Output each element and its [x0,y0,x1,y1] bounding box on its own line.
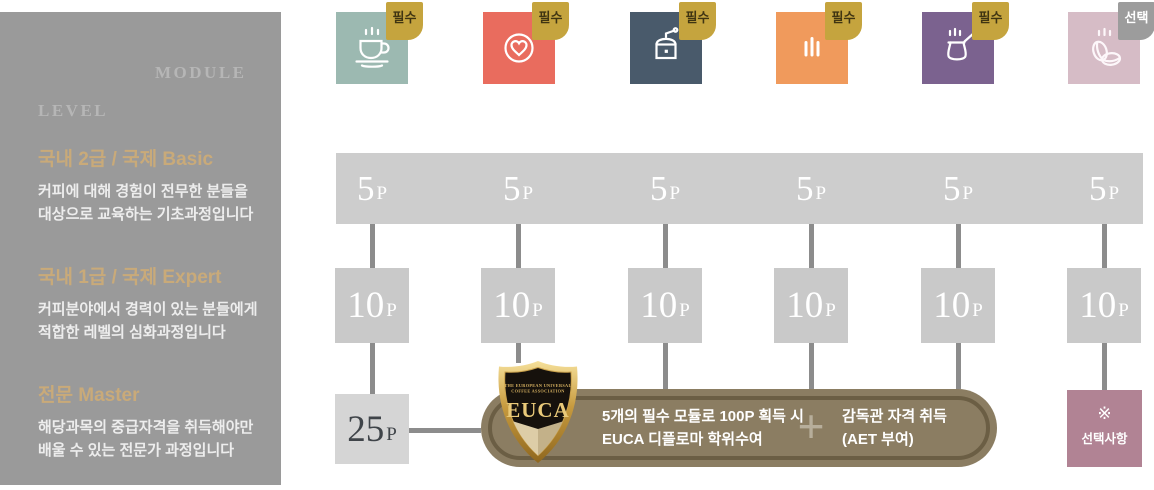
plus-icon: + [797,400,825,452]
level-description-line: 커피분야에서 경력이 있는 분들에게 [38,301,258,318]
points-box-expert: 10 P [1067,268,1141,343]
connector-line [809,343,814,389]
connector-line [663,224,668,268]
required-badge: 필수 [972,2,1009,40]
level-title: 국내 2급 / 국제 Basic [38,149,214,170]
level-description-line: 배울 수 있는 전문가 과정입니다 [38,442,235,459]
connector-line [956,224,961,268]
points-box-expert: 10 P [921,268,995,343]
coffee-beans-icon [1092,27,1122,66]
sidebar: MODULE LEVEL 국내 2급 / 국제 Basic 커피에 대해 경험이… [0,12,281,485]
optional-note-box: ※ 선택사항 [1067,390,1142,467]
heart-icon [504,33,534,63]
points-box-expert: 10 P [335,268,409,343]
optional-note-label: 선택사항 [1081,432,1128,446]
level-description-line: 커피에 대해 경험이 전무한 분들을 [38,183,248,200]
level-block-master: 전문 Master 해당과목의 중급자격을 취득해야만 배울 수 있는 전문가 … [38,380,268,462]
level-block-basic: 국내 2급 / 국제 Basic 커피에 대해 경험이 전무한 분들을 대상으로… [38,144,268,226]
module-tile-beans [1068,12,1140,84]
connector-line [1102,224,1107,268]
level-header-label: LEVEL [38,101,109,120]
points-box-expert: 10 P [774,268,848,343]
module-header-label: MODULE [155,63,247,82]
connector-line [516,224,521,268]
connector-line [663,343,668,389]
connector-line [370,343,375,394]
level-description-line: 해당과목의 중급자격을 취득해야만 [38,419,254,436]
aroma-icon [804,37,820,57]
level-description-line: 적합한 레벨의 심화과정입니다 [38,324,226,341]
connector-line [516,343,521,363]
connector-line [809,224,814,268]
level-title: 국내 1급 / 국제 Expert [38,267,222,288]
shield-org-line2: COFFEE ASSOCIATION [511,389,565,394]
level-block-expert: 국내 1급 / 국제 Expert 커피분야에서 경력이 있는 분들에게 적합한… [38,262,268,344]
connector-line [409,428,481,433]
points-box-master: 25 P [335,394,409,464]
points-box-expert: 10 P [628,268,702,343]
level-description-line: 대상으로 교육하는 기초과정입니다 [38,206,254,223]
required-badge: 필수 [386,2,423,40]
connector-line [370,224,375,268]
diploma-text: 5개의 필수 모듈로 100P 획득 시 EUCA 디플로마 학위수여 [602,408,804,448]
optional-badge: 선택 [1118,2,1154,40]
reference-mark-icon: ※ [1097,404,1112,423]
points-box-expert: 10 P [481,268,555,343]
required-badge: 필수 [825,2,862,40]
euca-shield-icon: THE EUROPEAN UNIVERSAL COFFEE ASSOCIATIO… [498,361,578,463]
supervisor-text: 감독관 자격 취득 (AET 부여) [842,408,947,448]
coffee-grinder-icon [655,27,679,60]
shield-acronym: EUCA [506,398,570,422]
required-badge: 필수 [679,2,716,40]
shield-org-line1: THE EUROPEAN UNIVERSAL [504,383,571,388]
level-title: 전문 Master [38,385,140,406]
coffee-cup-icon [355,26,390,68]
required-badge: 필수 [532,2,569,40]
connector-line [956,343,961,389]
connector-line [1102,343,1107,390]
banner-inner-ring [488,396,990,460]
